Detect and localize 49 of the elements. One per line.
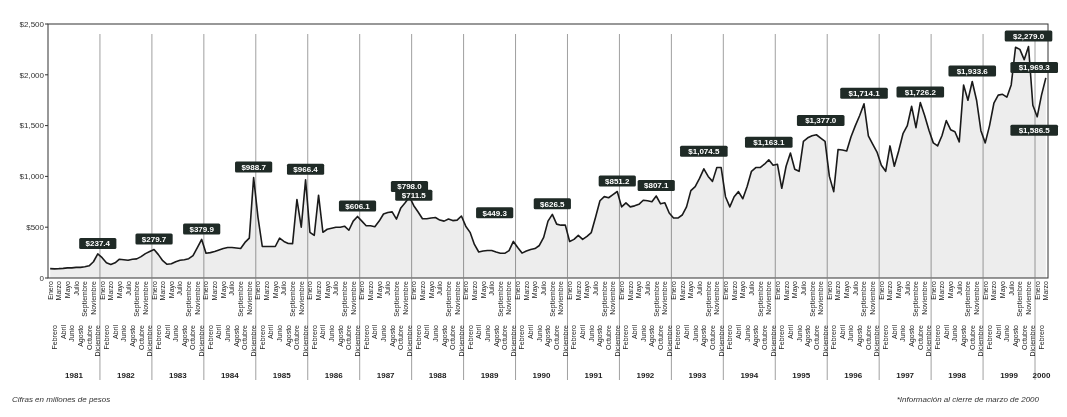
text: 1987: [376, 371, 396, 380]
text: 1997: [896, 371, 915, 380]
text: 1989: [480, 371, 500, 380]
y-tick-label: 0: [39, 273, 45, 283]
text: 2000: [1032, 371, 1051, 380]
data-label: $851.2: [605, 176, 631, 186]
text: 1992: [636, 371, 655, 380]
text: Cifras en millones de pesos: [12, 395, 111, 404]
y-tick-label: $2,500: [19, 19, 45, 29]
data-label: $1,933.6: [956, 66, 989, 76]
data-label: $1,726.2: [904, 87, 937, 97]
data-label: $988.7: [241, 162, 267, 172]
text: *Información al cierre de marzo de 2000: [896, 395, 1040, 404]
data-label: $966.4: [293, 165, 319, 175]
text: 1996: [844, 371, 863, 380]
text: 1985: [272, 371, 292, 380]
data-label: $606.1: [345, 201, 371, 211]
y-tick-label: $1,000: [19, 172, 45, 182]
text: 1981: [65, 371, 84, 380]
data-label: $1,714.1: [848, 89, 881, 99]
text: 1984: [220, 371, 240, 380]
data-label: $807.1: [643, 181, 670, 191]
data-label: $1,377.0: [805, 116, 837, 126]
text: 1993: [688, 371, 707, 380]
text: 1999: [1000, 371, 1019, 380]
data-label: $1,074.5: [688, 147, 720, 157]
text: 1994: [740, 371, 759, 380]
data-label: $711.5: [401, 191, 427, 201]
text: 1998: [948, 371, 967, 380]
data-label: $237.4: [85, 239, 111, 249]
text: 1990: [532, 371, 551, 380]
text: 1988: [428, 371, 448, 380]
data-label: $449.3: [482, 208, 508, 218]
y-tick-label: $2,000: [19, 70, 45, 80]
text: 1982: [117, 371, 136, 380]
data-label: $626.5: [540, 199, 566, 209]
data-label: $379.9: [189, 224, 215, 234]
data-label: $1,969.3: [1018, 63, 1051, 73]
data-label: $1,163.1: [753, 138, 785, 148]
text: 1991: [584, 371, 603, 380]
y-tick-label: $1,500: [19, 121, 45, 131]
text: 1983: [168, 371, 188, 380]
text: 1995: [792, 371, 811, 380]
text: 1986: [324, 371, 344, 380]
data-label: $2,279.0: [1012, 31, 1045, 41]
data-label: $1,586.5: [1018, 126, 1051, 136]
y-tick-label: $500: [26, 223, 45, 232]
data-label: $279.7: [141, 234, 167, 244]
data-label: $798.0: [397, 182, 423, 192]
